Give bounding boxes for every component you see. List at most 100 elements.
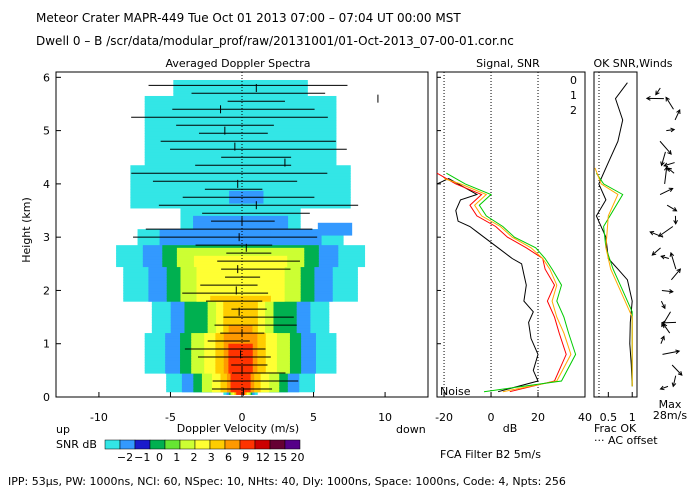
heatmap-cell xyxy=(144,151,337,156)
signal-gridlines xyxy=(443,72,586,397)
heatmap-cell xyxy=(228,327,253,332)
legend-entry: 1 xyxy=(570,89,577,102)
heatmap-cell xyxy=(180,207,301,212)
wind-arrow xyxy=(659,187,673,195)
db-tick-label: 20 xyxy=(531,411,545,424)
colorbar-tick-label: 0 xyxy=(156,451,163,464)
heatmap-cell xyxy=(228,362,253,366)
wind-arrow xyxy=(659,140,672,155)
wind-arrow xyxy=(670,268,681,281)
heatmap-cell xyxy=(130,170,351,174)
colorbar-tick-label: 9 xyxy=(242,451,249,464)
heatmap-cell xyxy=(223,317,258,321)
heatmap-cell xyxy=(223,333,258,337)
y-tick-label: 3 xyxy=(43,231,50,244)
heatmap-cell xyxy=(144,141,337,145)
heatmap-cell xyxy=(196,269,285,273)
heatmap-cell xyxy=(223,338,258,342)
colorbar-tick-label: −1 xyxy=(134,451,150,464)
y-tick-label: 1 xyxy=(43,338,50,351)
heatmap-cell xyxy=(130,181,351,185)
radar-parameters: IPP: 53µs, PW: 1000ns, NCI: 60, NSpec: 1… xyxy=(8,475,566,488)
ok-winds-panel: 0.5 1 xyxy=(593,71,683,424)
heatmap-cell xyxy=(144,138,337,142)
heatmap-cell xyxy=(176,247,305,252)
colorbar-swatch xyxy=(224,439,241,450)
heatmap-cell xyxy=(130,167,351,172)
wind-arrow xyxy=(667,167,675,174)
colorbar-swatch xyxy=(239,439,256,450)
wind-arrow xyxy=(661,255,669,259)
heatmap-cell xyxy=(228,357,253,361)
wind-arrow xyxy=(655,87,661,95)
heatmap-cell xyxy=(236,391,245,395)
heatmap-cell xyxy=(144,125,337,129)
heatmap-cell xyxy=(193,215,289,220)
wind-arrowhead xyxy=(667,150,672,155)
wind-arrowhead xyxy=(660,161,665,167)
heatmap-cell xyxy=(173,90,308,94)
frac-ok-label: Frac OK xyxy=(594,422,637,435)
wind-arrow xyxy=(663,162,675,167)
colorbar-swatch xyxy=(149,439,166,450)
wind-arrow xyxy=(660,385,669,390)
colorbar-swatch xyxy=(119,439,136,450)
heatmap-cell xyxy=(159,239,322,244)
heatmap-cell xyxy=(144,119,337,124)
signal-panel: -20 0 20 40 xyxy=(435,71,592,424)
heatmap-cell xyxy=(196,266,285,270)
heatmap-cell xyxy=(196,271,285,276)
heatmap-cell xyxy=(159,242,322,246)
heatmap-cell xyxy=(144,98,337,102)
wind-arrowhead xyxy=(659,385,665,391)
colorbar-swatch xyxy=(134,439,151,450)
colorbar-swatch xyxy=(179,439,196,450)
heatmap-cell xyxy=(230,375,251,379)
heatmap-cell xyxy=(144,101,337,105)
colorbar-tick-label: 2 xyxy=(191,451,198,464)
heatmap-cell xyxy=(144,130,337,134)
heatmap-cell xyxy=(130,202,351,206)
frac-tick-label: 0.5 xyxy=(600,411,618,424)
frac-ok-axes: 0.5 1 xyxy=(600,392,636,424)
colorbar-tick-label: 1 xyxy=(173,451,180,464)
heatmap-cell xyxy=(130,183,351,188)
snr-line-0 xyxy=(436,172,567,393)
snr-line-signal xyxy=(436,178,539,393)
colorbar-swatch xyxy=(194,439,211,450)
wind-arrowhead xyxy=(676,268,682,274)
colorbar-tick-label: 15 xyxy=(273,451,287,464)
heatmap-cell xyxy=(159,237,322,241)
y-tick-label: 6 xyxy=(43,71,50,84)
heatmap-cell xyxy=(210,295,271,300)
heatmap-cell xyxy=(196,277,285,281)
colorbar-tick-label: 12 xyxy=(256,451,270,464)
wind-arrowhead xyxy=(668,289,674,294)
wind-arrowhead xyxy=(665,96,670,102)
wind-arrow xyxy=(660,336,665,344)
wind-arrow xyxy=(665,97,674,110)
wind-arrow xyxy=(674,109,681,121)
x-tick-label: 5 xyxy=(310,411,317,424)
heatmap-cell xyxy=(173,79,308,84)
heatmap-cell xyxy=(196,285,285,289)
header-title: Meteor Crater MAPR-449 Tue Oct 01 2013 0… xyxy=(36,11,461,25)
legend-entry: 0 xyxy=(570,74,577,87)
heatmap-cell xyxy=(144,122,337,126)
heatmap-cell xyxy=(144,162,337,166)
heatmap-cell xyxy=(173,87,308,92)
heatmap-cell xyxy=(144,109,337,113)
heatmap-cell xyxy=(173,85,308,89)
wind-arrow xyxy=(651,247,661,256)
wind-arrow xyxy=(666,204,677,212)
max-wind-label: Max xyxy=(659,398,682,411)
heatmap-cell xyxy=(228,367,253,371)
wind-arrowhead xyxy=(658,232,663,237)
colorbar-tick-label: 6 xyxy=(225,451,232,464)
wind-arrowhead xyxy=(661,322,666,328)
x-tick-label: 0 xyxy=(239,411,246,424)
heatmap-cell xyxy=(196,274,285,278)
heatmap-cell xyxy=(230,389,251,393)
heatmap-cell xyxy=(176,250,305,254)
wind-arrowhead xyxy=(669,251,675,257)
